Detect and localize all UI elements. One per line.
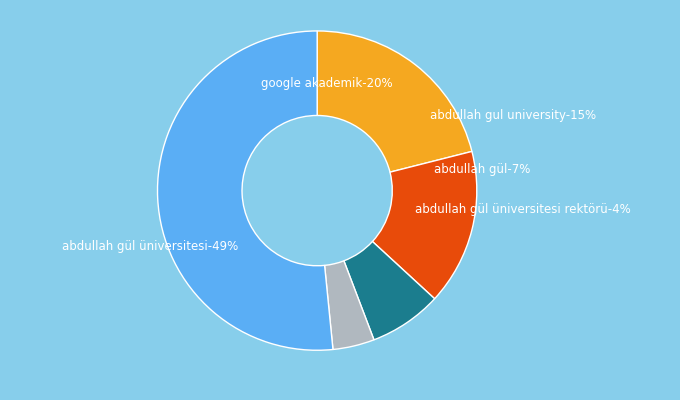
Text: abdullah gül-7%: abdullah gül-7% [434, 164, 530, 176]
Wedge shape [158, 31, 333, 350]
Wedge shape [324, 261, 374, 350]
Text: google akademik-20%: google akademik-20% [260, 77, 392, 90]
Wedge shape [373, 152, 477, 299]
Wedge shape [317, 31, 472, 172]
Text: abdullah gül üniversitesi-49%: abdullah gül üniversitesi-49% [62, 240, 238, 254]
Text: abdullah gul university-15%: abdullah gul university-15% [430, 109, 596, 122]
Text: abdullah gül üniversitesi rektörü-4%: abdullah gül üniversitesi rektörü-4% [415, 203, 630, 216]
Wedge shape [344, 242, 435, 340]
